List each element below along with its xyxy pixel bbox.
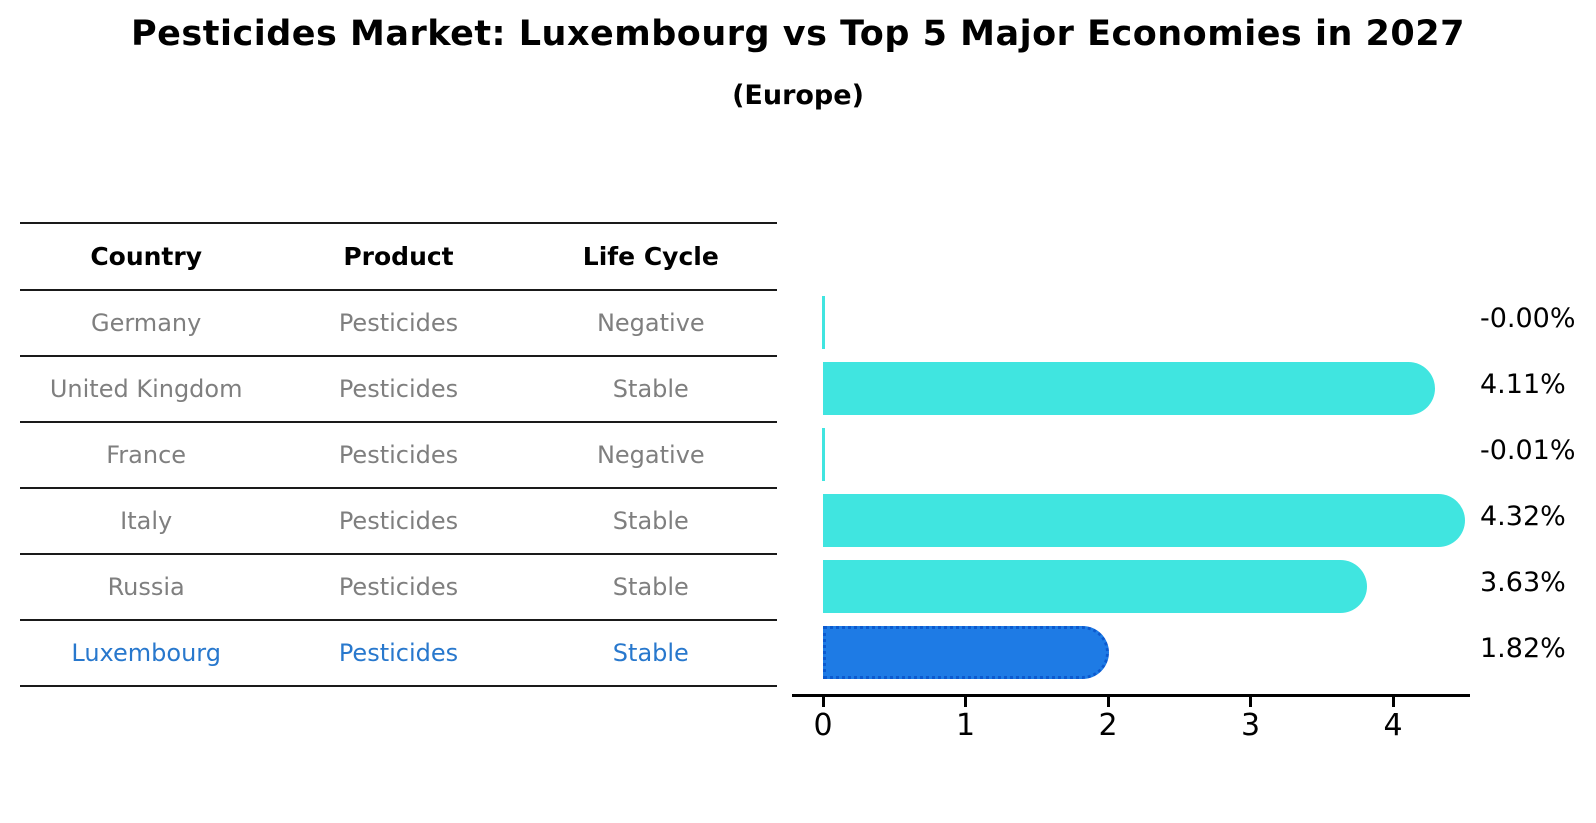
- cell-life-cycle: Stable: [612, 639, 689, 667]
- x-tick-label-0: 0: [813, 708, 833, 743]
- x-tick-mark-1: [964, 697, 967, 707]
- bar-russia: [823, 559, 1367, 613]
- cell-product: Pesticides: [338, 507, 459, 535]
- bar-italy: [823, 493, 1466, 547]
- x-tick-label-3: 3: [1240, 708, 1261, 743]
- cell-product: Pesticides: [338, 573, 459, 601]
- bar-germany: [821, 295, 825, 349]
- table-row-luxembourg: Luxembourg Pesticides Stable: [20, 621, 777, 687]
- chart-subtitle: (Europe): [732, 80, 864, 111]
- cell-life-cycle: Stable: [612, 375, 689, 403]
- chart-title: Pesticides Market: Luxembourg vs Top 5 M…: [131, 14, 1465, 54]
- cell-country: Russia: [107, 573, 185, 601]
- value-label-italy: 4.32%: [1480, 501, 1566, 532]
- table-row-france: France Pesticides Negative: [20, 423, 777, 489]
- value-label-germany: -0.00%: [1480, 303, 1576, 334]
- value-label-luxembourg: 1.82%: [1480, 633, 1566, 664]
- cell-life-cycle: Stable: [612, 507, 689, 535]
- bar-france: [821, 427, 825, 481]
- table-row-germany: Germany Pesticides Negative: [20, 291, 777, 357]
- cell-country: United Kingdom: [49, 375, 243, 403]
- cell-product: Pesticides: [338, 375, 459, 403]
- x-tick-mark-3: [1249, 697, 1252, 707]
- cell-country: France: [106, 441, 187, 469]
- cell-product: Pesticides: [338, 309, 459, 337]
- country-table: Country Product Life Cycle Germany Pesticid…: [20, 222, 777, 687]
- cell-life-cycle: Negative: [596, 441, 705, 469]
- x-tick-mark-0: [821, 697, 825, 707]
- table-header-product: Product: [343, 242, 454, 271]
- value-label-russia: 3.63%: [1480, 567, 1566, 598]
- x-tick-label-2: 2: [1098, 708, 1118, 743]
- cell-product: Pesticides: [338, 639, 459, 667]
- table-header-row: Country Product Life Cycle: [20, 224, 777, 291]
- table-row-russia: Russia Pesticides Stable: [20, 555, 777, 621]
- x-tick-mark-2: [1106, 697, 1110, 707]
- cell-country: Italy: [120, 507, 173, 535]
- cell-country: Germany: [91, 309, 202, 337]
- cell-country: Luxembourg: [71, 639, 221, 667]
- value-label-france: -0.01%: [1480, 435, 1576, 466]
- table-header-life-cycle: Life Cycle: [582, 242, 719, 271]
- x-tick-mark-4: [1391, 697, 1395, 707]
- table-row-italy: Italy Pesticides Stable: [20, 489, 777, 555]
- bar-united-kingdom: [823, 361, 1436, 415]
- table-row-united-kingdom: United Kingdom Pesticides Stable: [20, 357, 777, 423]
- table-header-country: Country: [90, 242, 203, 271]
- value-label-united-kingdom: 4.11%: [1480, 369, 1566, 400]
- x-tick-label-4: 4: [1383, 708, 1403, 743]
- bar-luxembourg: [823, 625, 1109, 679]
- cell-product: Pesticides: [338, 441, 459, 469]
- x-tick-label-1: 1: [955, 708, 976, 743]
- x-axis-line: [792, 694, 1470, 697]
- table-body: Germany Pesticides Negative United Kingdom P…: [20, 291, 777, 687]
- cell-life-cycle: Stable: [612, 573, 689, 601]
- cell-life-cycle: Negative: [596, 309, 705, 337]
